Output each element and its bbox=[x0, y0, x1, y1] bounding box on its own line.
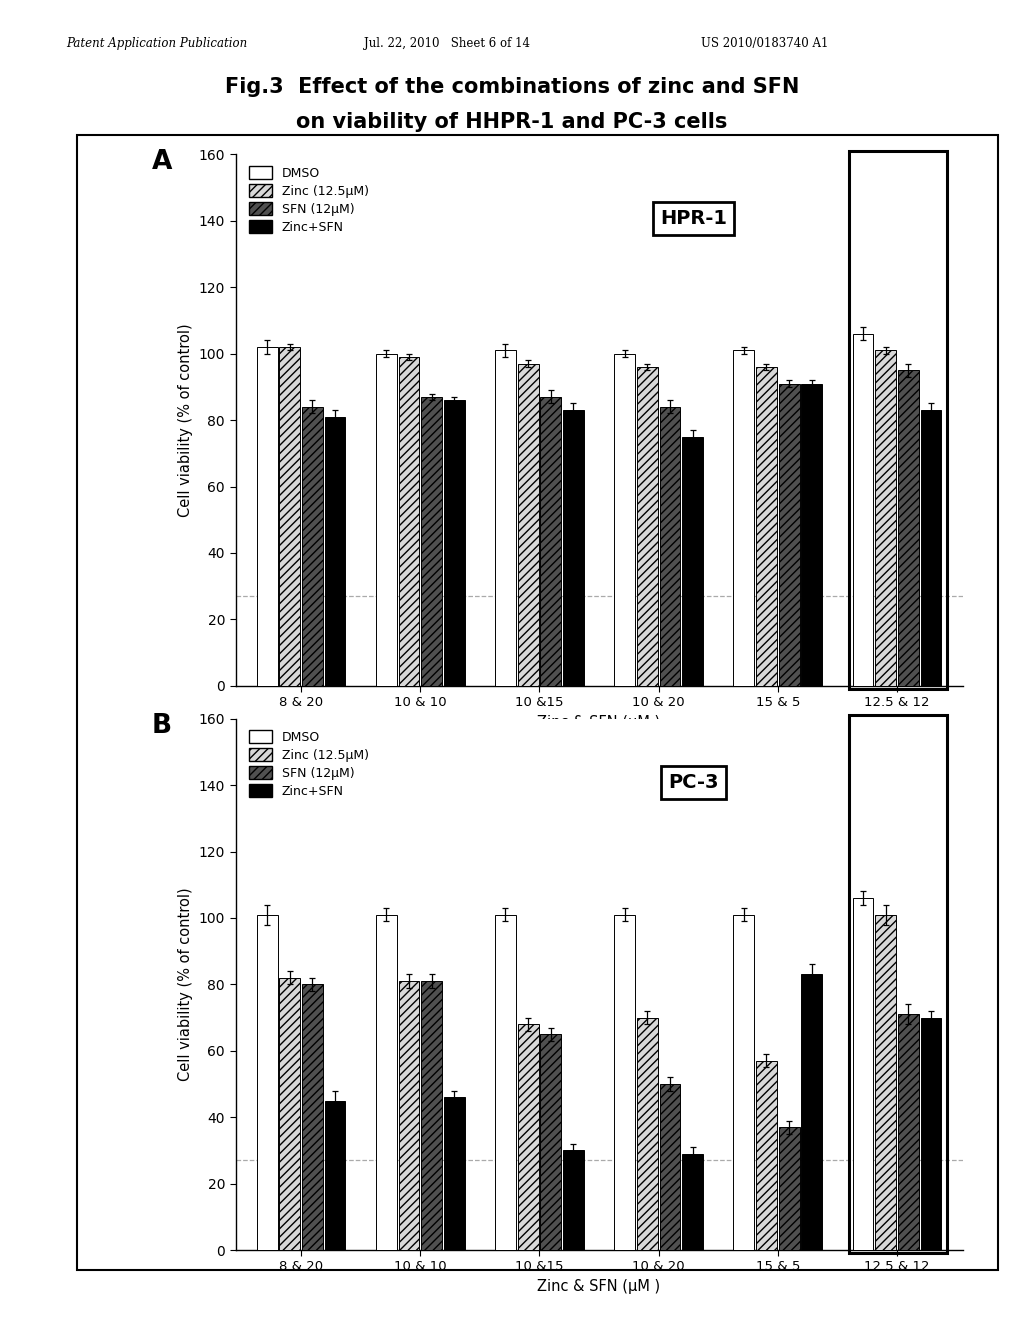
Text: Jul. 22, 2010   Sheet 6 of 14: Jul. 22, 2010 Sheet 6 of 14 bbox=[364, 37, 529, 50]
Bar bbox=[518, 363, 539, 686]
Bar bbox=[325, 417, 345, 686]
Bar bbox=[325, 1101, 345, 1250]
Bar bbox=[443, 400, 465, 686]
Bar bbox=[614, 915, 635, 1250]
Bar bbox=[563, 411, 584, 686]
Bar bbox=[849, 150, 947, 689]
Bar bbox=[682, 1154, 703, 1250]
Bar bbox=[853, 898, 873, 1250]
Text: B: B bbox=[152, 713, 172, 739]
Bar bbox=[733, 915, 755, 1250]
Bar bbox=[443, 1097, 465, 1250]
Bar bbox=[733, 350, 755, 686]
Bar bbox=[802, 974, 822, 1250]
Bar bbox=[898, 371, 919, 686]
Bar bbox=[302, 985, 323, 1250]
Bar bbox=[778, 1127, 800, 1250]
Bar bbox=[876, 915, 896, 1250]
Bar bbox=[921, 411, 941, 686]
Bar bbox=[898, 1014, 919, 1250]
Bar bbox=[614, 354, 635, 686]
Bar bbox=[659, 407, 680, 686]
Bar bbox=[421, 981, 442, 1250]
Bar bbox=[421, 397, 442, 686]
Bar bbox=[495, 350, 516, 686]
Bar bbox=[280, 978, 300, 1250]
Bar bbox=[659, 1084, 680, 1250]
X-axis label: Zinc & SFN (μM ): Zinc & SFN (μM ) bbox=[538, 714, 660, 730]
Text: on viability of HHPR-1 and PC-3 cells: on viability of HHPR-1 and PC-3 cells bbox=[296, 112, 728, 132]
Bar bbox=[302, 407, 323, 686]
Bar bbox=[853, 334, 873, 686]
Bar bbox=[778, 384, 800, 686]
Bar bbox=[495, 915, 516, 1250]
Text: US 2010/0183740 A1: US 2010/0183740 A1 bbox=[701, 37, 828, 50]
Bar bbox=[921, 1018, 941, 1250]
Bar bbox=[257, 915, 278, 1250]
Bar bbox=[876, 350, 896, 686]
Bar bbox=[280, 347, 300, 686]
Bar bbox=[637, 1018, 657, 1250]
Bar bbox=[376, 354, 396, 686]
Bar bbox=[376, 915, 396, 1250]
Bar bbox=[257, 347, 278, 686]
Legend: DMSO, Zinc (12.5μM), SFN (12μM), Zinc+SFN: DMSO, Zinc (12.5μM), SFN (12μM), Zinc+SF… bbox=[249, 730, 369, 797]
Bar bbox=[541, 1034, 561, 1250]
Bar bbox=[398, 356, 420, 686]
Bar bbox=[398, 981, 420, 1250]
Bar bbox=[849, 715, 947, 1254]
Text: HPR-1: HPR-1 bbox=[660, 209, 727, 227]
X-axis label: Zinc & SFN (μM ): Zinc & SFN (μM ) bbox=[538, 1279, 660, 1294]
Bar bbox=[563, 1151, 584, 1250]
Bar bbox=[682, 437, 703, 686]
Legend: DMSO, Zinc (12.5μM), SFN (12μM), Zinc+SFN: DMSO, Zinc (12.5μM), SFN (12μM), Zinc+SF… bbox=[249, 166, 369, 234]
Bar bbox=[518, 1024, 539, 1250]
Bar bbox=[637, 367, 657, 686]
Y-axis label: Cell viability (% of control): Cell viability (% of control) bbox=[178, 887, 194, 1081]
Text: A: A bbox=[152, 149, 172, 176]
Text: PC-3: PC-3 bbox=[669, 774, 719, 792]
Y-axis label: Cell viability (% of control): Cell viability (% of control) bbox=[178, 323, 194, 517]
Bar bbox=[756, 1061, 777, 1250]
Text: Patent Application Publication: Patent Application Publication bbox=[67, 37, 248, 50]
Bar bbox=[756, 367, 777, 686]
Bar bbox=[541, 397, 561, 686]
Text: Fig.3  Effect of the combinations of zinc and SFN: Fig.3 Effect of the combinations of zinc… bbox=[225, 77, 799, 96]
Bar bbox=[802, 384, 822, 686]
